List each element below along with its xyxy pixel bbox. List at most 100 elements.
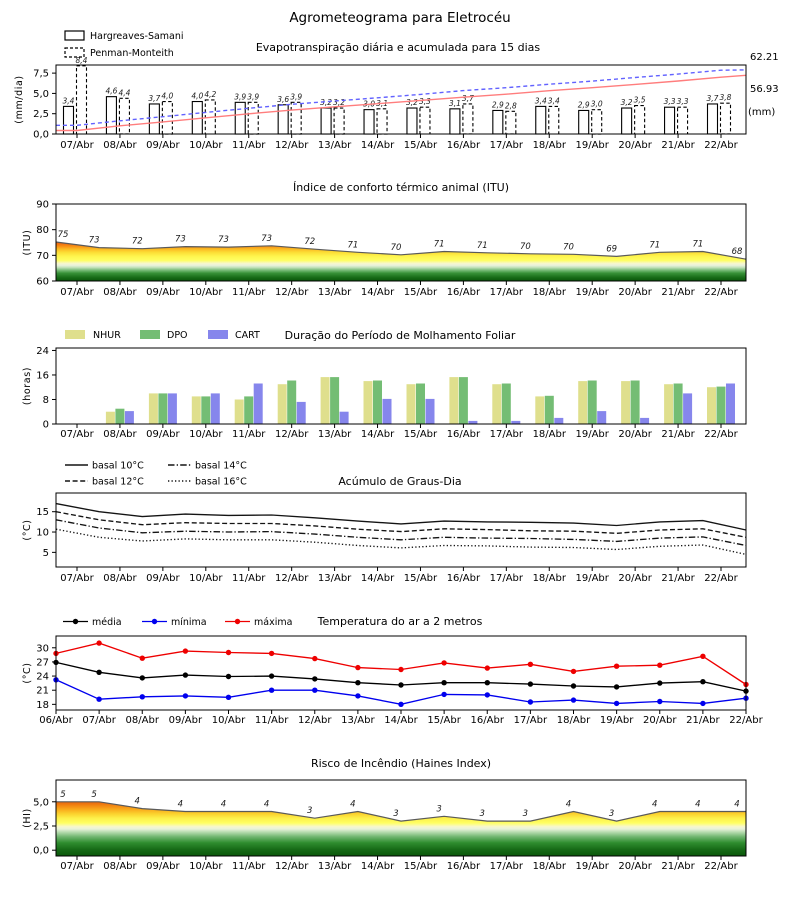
x-tick-label: 09/Abr (169, 715, 203, 726)
máxima-marker (527, 661, 534, 667)
DPO-bar (373, 380, 382, 424)
legend-label: mínima (171, 617, 207, 628)
point-label: 4 (350, 799, 355, 809)
x-tick-label: 19/Abr (575, 573, 609, 584)
x-tick-label: 07/Abr (60, 140, 94, 151)
chart-temperatura: 18 21 24 27 30 06/Abr 07/Abr 08/Abr 09/Abr 10/Abr… (22, 615, 764, 726)
plot-border (55, 779, 747, 857)
x-tick-label: 12/Abr (275, 573, 309, 584)
bar-value-label: 4,0 (161, 92, 173, 101)
Hargreaves-Samani-bar (706, 103, 719, 135)
Penman-Monteith-bar (634, 105, 646, 135)
máxima-marker (225, 649, 232, 656)
x-tick-label: 15/Abr (404, 429, 438, 440)
x-tick-label: 19/Abr (600, 715, 634, 726)
x-tick-label: 06/Abr (39, 715, 73, 726)
x-tick-label: 13/Abr (318, 287, 352, 298)
mínima-marker (441, 691, 447, 698)
legend-label: CART (235, 330, 260, 341)
x-tick-label: 13/Abr (318, 573, 352, 584)
point-label: 70 (520, 242, 531, 252)
x-tick-label: 13/Abr (318, 861, 352, 872)
bar-value-label: 3,1 (449, 99, 461, 108)
CART-bar (468, 420, 478, 424)
x-tick-label: 09/Abr (146, 287, 180, 298)
point-label: 71 (477, 241, 488, 251)
right-axis-unit-label: (mm) (748, 107, 775, 118)
x-tick-label: 07/Abr (60, 429, 94, 440)
x-tick-label: 14/Abr (361, 140, 395, 151)
x-tick-label: 08/Abr (103, 861, 137, 872)
y-tick-label: 21 (36, 686, 49, 697)
series-line-basal 12°C (55, 511, 747, 538)
x-tick-label: 12/Abr (275, 140, 309, 151)
point-label: 73 (218, 235, 229, 245)
bar-value-label: 3,9 (290, 92, 302, 101)
CART-bar (339, 411, 349, 424)
bar-value-label: 3,3 (664, 97, 676, 106)
NHUR-bar (406, 384, 416, 424)
mínima-marker (225, 694, 232, 700)
x-tick-label: 21/Abr (686, 715, 720, 726)
point-label: 3 (523, 809, 528, 819)
point-label: 4 (652, 799, 657, 809)
x-tick-label: 07/Abr (60, 861, 94, 872)
x-tick-label: 10/Abr (189, 861, 223, 872)
x-tick-label: 22/Abr (704, 287, 738, 298)
y-tick-label: 16 (36, 370, 49, 381)
y-tick-label: 0 (43, 420, 49, 431)
x-tick-label: 17/Abr (490, 861, 524, 872)
bar-value-label: 8,4 (76, 56, 88, 65)
point-label: 68 (732, 247, 743, 257)
Hargreaves-Samani-bar (492, 109, 504, 135)
Hargreaves-Samani-bar (621, 107, 633, 135)
mínima-marker (139, 694, 145, 700)
NHUR-bar (449, 377, 459, 424)
y-tick-label: 80 (36, 225, 49, 236)
NHUR-bar (277, 384, 287, 424)
média-marker (139, 675, 145, 681)
x-tick-label: 22/Abr (704, 861, 738, 872)
series-line-basal 10°C (55, 502, 747, 531)
legend-label: basal 12°C (92, 477, 144, 488)
CART-bar (210, 393, 220, 424)
DPO-bar (158, 393, 168, 424)
x-tick-label: 18/Abr (533, 573, 567, 584)
penman-monteith-acumulado-line (56, 69, 747, 127)
x-tick-label: 21/Abr (661, 140, 695, 151)
Penman-Monteith-bar (677, 106, 689, 135)
DPO-bar (330, 377, 340, 424)
point-label: 71 (692, 239, 703, 249)
point-label: 70 (391, 243, 402, 253)
plot-border (55, 492, 747, 568)
CART-bar (382, 398, 392, 424)
y-tick-label: 5,0 (33, 89, 49, 100)
bar-value-label: 3,3 (419, 97, 431, 106)
CART-bar (597, 411, 607, 424)
area-fill (56, 801, 746, 856)
máxima-marker (484, 665, 490, 671)
legend-swatch-hargreaves-samani (64, 30, 85, 41)
Hargreaves-Samani-bar (449, 108, 461, 135)
legend-label: basal 14°C (195, 461, 247, 472)
point-label: 3 (307, 806, 312, 816)
média-marker (398, 682, 404, 688)
bar-value-label: 3,3 (677, 97, 689, 106)
y-tick-label: 15 (36, 507, 49, 518)
Penman-Monteith-bar (505, 110, 517, 135)
x-tick-label: 19/Abr (575, 429, 609, 440)
NHUR-bar (578, 381, 588, 424)
x-tick-label: 22/Abr (704, 140, 738, 151)
y-axis-label: (°C) (22, 662, 33, 683)
x-tick-label: 14/Abr (384, 715, 418, 726)
chart-evapotranspiracao: 3,44,63,7 4,0 3,9 3,6 3,2 3,0 3,2 3,1 2,9 3,4 2,9 3… (14, 30, 779, 151)
CART-bar (253, 383, 263, 424)
Hargreaves-Samani-bar (406, 107, 418, 135)
média-marker (613, 684, 620, 690)
y-axis-label: (mm/dia) (14, 75, 25, 123)
plot-background (56, 493, 746, 567)
x-tick-label: 08/Abr (103, 287, 137, 298)
chart-title: Duração do Período de Molhamento Foliar (285, 329, 516, 342)
x-tick-label: 15/Abr (404, 140, 438, 151)
